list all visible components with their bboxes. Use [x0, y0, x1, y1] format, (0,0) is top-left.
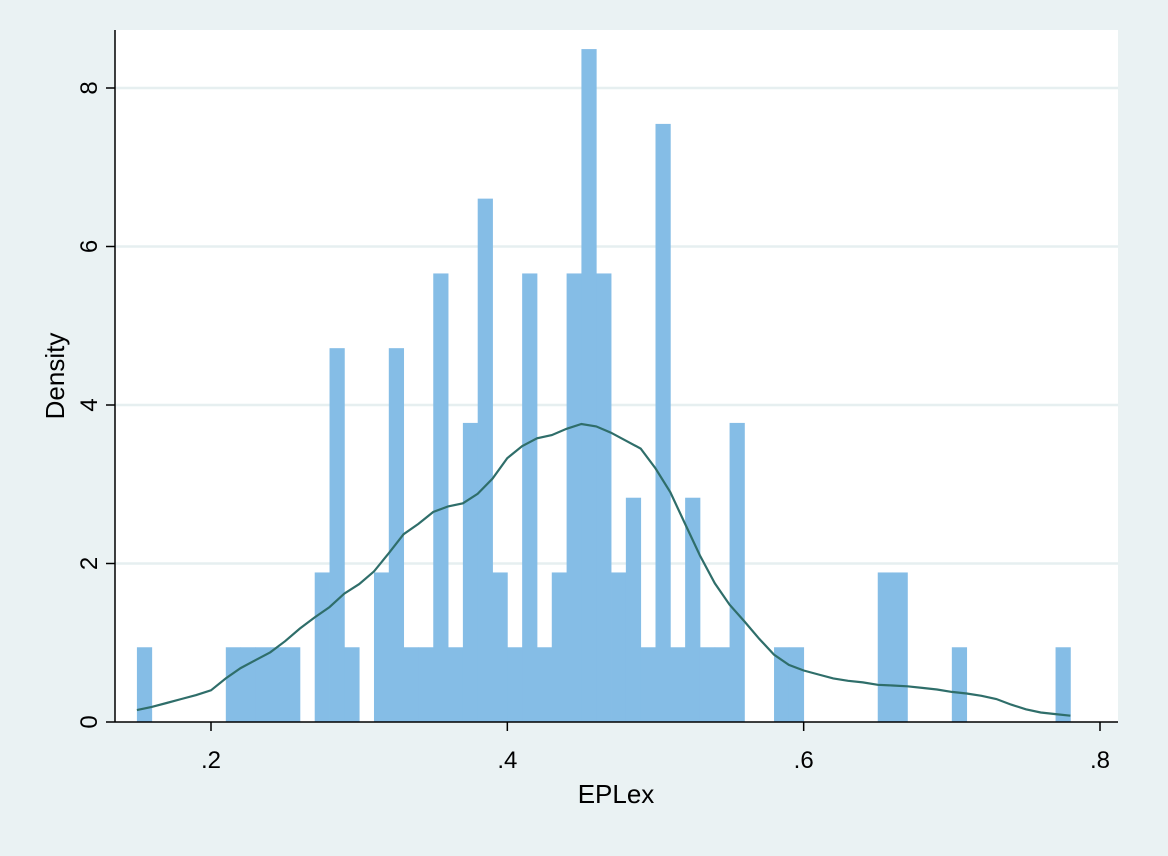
- grid-lines: [115, 86, 1118, 565]
- histogram-bar: [951, 647, 968, 722]
- histogram-bar: [522, 273, 538, 722]
- histogram-bar: [714, 647, 730, 722]
- histogram-bar: [418, 647, 434, 722]
- histogram-bar: [536, 647, 553, 722]
- histogram-bar: [433, 273, 449, 722]
- histogram-bar: [788, 647, 805, 722]
- histogram-bar: [1055, 647, 1071, 722]
- histogram-bar: [699, 647, 716, 722]
- y-tick-label: 4: [76, 398, 103, 411]
- histogram-bar: [685, 497, 701, 722]
- histogram-bar: [640, 647, 656, 722]
- histogram-bar: [329, 348, 345, 722]
- histogram-bar: [670, 647, 686, 722]
- histogram-bar: [255, 647, 271, 722]
- x-axis-title: EPLex: [578, 779, 655, 809]
- y-tick-label: 8: [76, 81, 103, 94]
- y-axis-ticks: 0 2 4 6 8: [76, 81, 115, 729]
- histogram-bar: [344, 647, 360, 722]
- histogram-bar: [611, 572, 627, 722]
- histogram-bar: [581, 49, 597, 722]
- histogram-bar: [729, 422, 745, 722]
- histogram-bar: [462, 422, 479, 722]
- histogram-bar: [314, 572, 330, 722]
- x-axis-ticks: .2 .4 .6 .8: [201, 722, 1110, 774]
- histogram-bar: [373, 572, 390, 722]
- histogram-bar: [388, 348, 405, 722]
- axes: [114, 30, 1118, 723]
- histogram-bar: [566, 273, 582, 722]
- x-tick-label: .2: [201, 747, 221, 774]
- x-tick-label: .6: [794, 747, 814, 774]
- histogram-bar: [448, 647, 464, 722]
- histogram-bar: [596, 273, 612, 722]
- x-tick-label: .8: [1090, 747, 1110, 774]
- kde-density-line: [136, 422, 1071, 717]
- histogram-bar: [136, 647, 153, 722]
- histogram-bar: [655, 123, 671, 722]
- histogram-bar: [492, 572, 508, 722]
- y-tick-label: 6: [76, 240, 103, 253]
- histogram-bar: [270, 647, 286, 722]
- histogram-bars: [136, 49, 1071, 722]
- histogram-bar: [225, 647, 242, 722]
- y-axis-title: Density: [40, 333, 70, 420]
- histogram-bar: [507, 647, 523, 722]
- histogram-bar: [551, 572, 567, 722]
- histogram-bar: [240, 647, 256, 722]
- y-tick-label: 0: [76, 715, 103, 728]
- histogram-bar: [877, 572, 893, 722]
- histogram-bar: [403, 647, 419, 722]
- histogram-bar: [774, 647, 790, 722]
- y-tick-label: 2: [76, 557, 103, 570]
- x-tick-label: .4: [497, 747, 517, 774]
- histogram-bar: [625, 497, 642, 722]
- histogram-bar: [477, 198, 493, 722]
- histogram-bar: [285, 647, 301, 722]
- histogram-bar: [892, 572, 908, 722]
